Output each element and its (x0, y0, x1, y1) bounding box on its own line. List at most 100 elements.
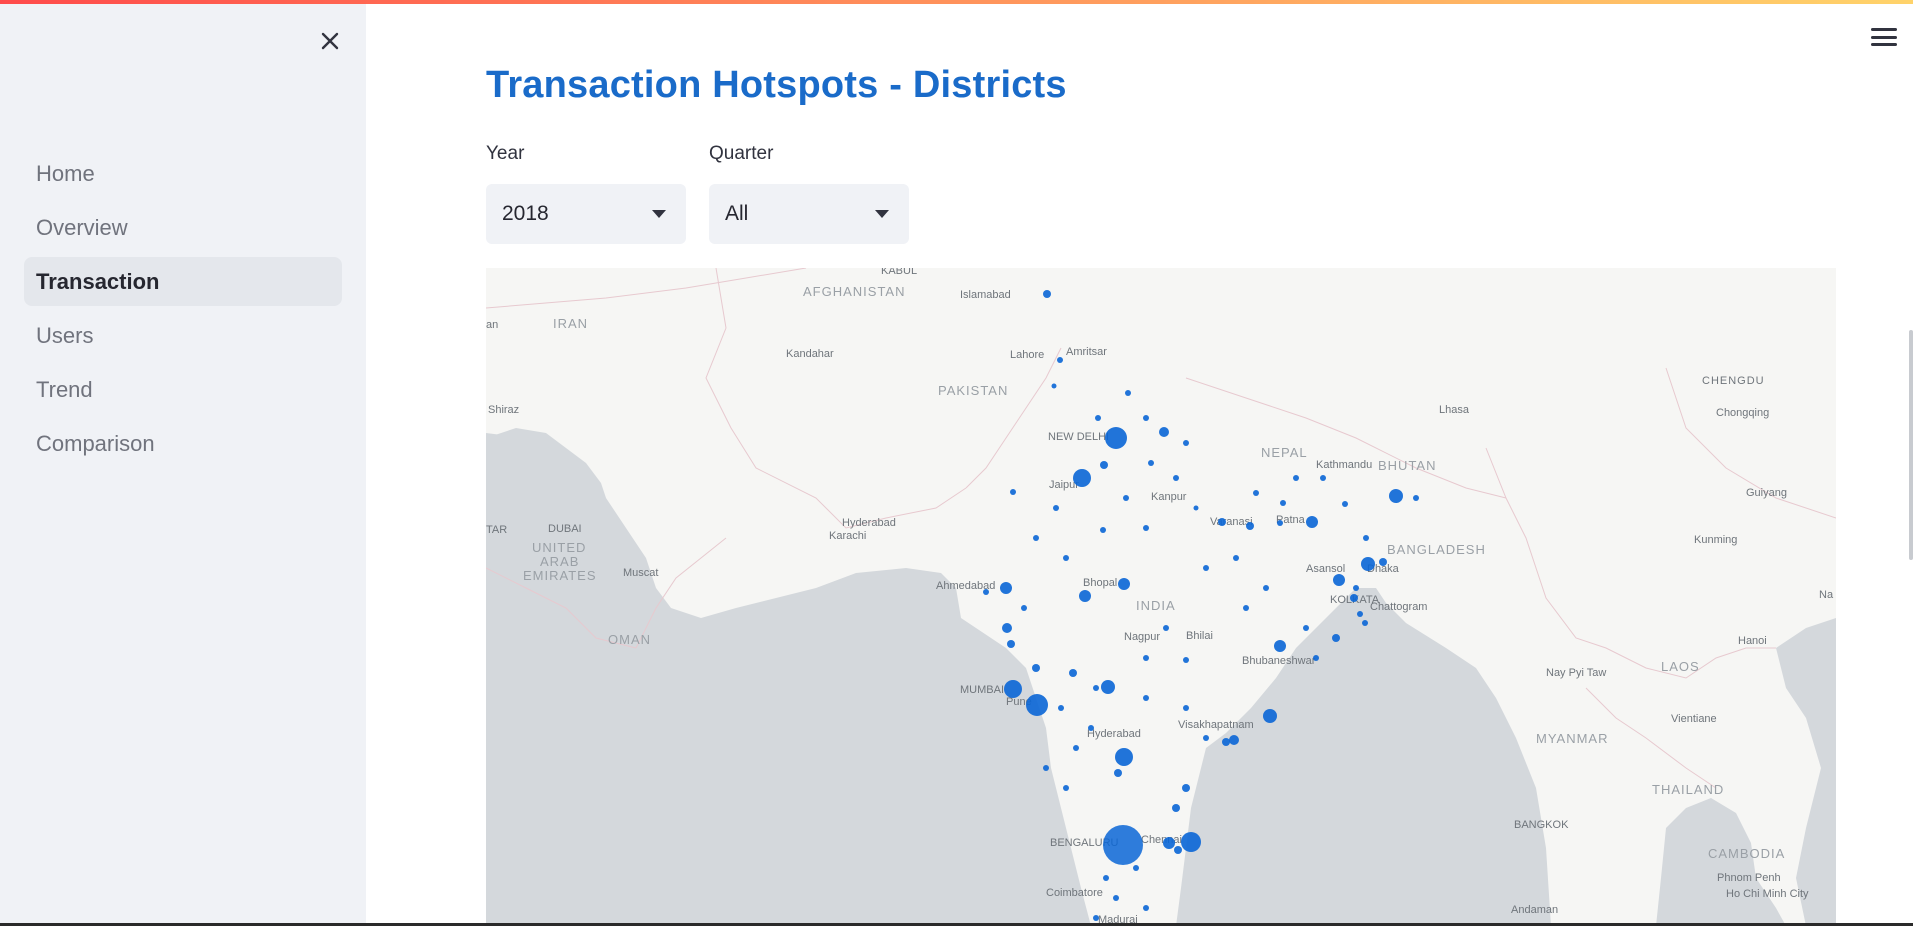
district-marker[interactable] (1100, 527, 1106, 533)
district-marker[interactable] (1143, 415, 1149, 421)
district-marker[interactable] (1063, 555, 1069, 561)
district-marker[interactable] (1183, 440, 1189, 446)
district-marker[interactable] (1051, 383, 1057, 389)
sidebar-item-comparison[interactable]: Comparison (24, 419, 342, 468)
district-marker[interactable] (1222, 738, 1230, 746)
district-marker[interactable] (1357, 611, 1363, 617)
district-marker[interactable] (1246, 522, 1254, 530)
district-marker[interactable] (1243, 605, 1249, 611)
district-marker[interactable] (1105, 427, 1127, 449)
district-marker[interactable] (1263, 585, 1269, 591)
district-marker[interactable] (1143, 655, 1149, 661)
district-marker[interactable] (1004, 680, 1022, 698)
district-marker[interactable] (1095, 415, 1101, 421)
district-marker[interactable] (1088, 725, 1094, 731)
district-marker[interactable] (1361, 557, 1375, 571)
district-marker[interactable] (1163, 625, 1169, 631)
district-marker[interactable] (1183, 657, 1189, 663)
district-marker[interactable] (1233, 555, 1239, 561)
district-marker[interactable] (1148, 460, 1154, 466)
district-marker[interactable] (1058, 705, 1064, 711)
district-marker[interactable] (1101, 680, 1115, 694)
district-marker[interactable] (1143, 905, 1149, 911)
district-marker[interactable] (1332, 634, 1340, 642)
district-marker[interactable] (1306, 516, 1318, 528)
district-marker[interactable] (1277, 520, 1283, 526)
district-marker[interactable] (1079, 590, 1091, 602)
district-marker[interactable] (1125, 390, 1131, 396)
district-marker[interactable] (1133, 865, 1139, 871)
district-marker[interactable] (1293, 475, 1299, 481)
district-marker[interactable] (1362, 620, 1368, 626)
district-marker[interactable] (1114, 769, 1122, 777)
district-marker[interactable] (1183, 705, 1189, 711)
district-marker[interactable] (1320, 475, 1326, 481)
district-marker[interactable] (1143, 695, 1149, 701)
district-marker[interactable] (1073, 745, 1079, 751)
district-marker[interactable] (1182, 784, 1190, 792)
district-marker[interactable] (1057, 357, 1063, 363)
district-marker[interactable] (1333, 574, 1345, 586)
district-marker[interactable] (1063, 785, 1069, 791)
district-marker[interactable] (1342, 501, 1348, 507)
district-marker[interactable] (1159, 427, 1169, 437)
district-marker[interactable] (1218, 518, 1226, 526)
district-marker[interactable] (1143, 525, 1149, 531)
district-marker[interactable] (1229, 735, 1239, 745)
district-marker[interactable] (1379, 558, 1387, 566)
page-scrollbar[interactable] (1909, 330, 1913, 560)
district-marker[interactable] (1032, 664, 1040, 672)
district-marker[interactable] (1103, 875, 1109, 881)
district-marker[interactable] (1073, 469, 1091, 487)
district-marker[interactable] (1274, 640, 1286, 652)
district-markers[interactable] (983, 290, 1419, 921)
quarter-select[interactable]: All (709, 184, 909, 244)
district-marker[interactable] (1193, 505, 1199, 511)
district-marker[interactable] (1021, 605, 1027, 611)
district-marker[interactable] (1353, 585, 1359, 591)
district-marker[interactable] (1043, 765, 1049, 771)
sidebar-item-users[interactable]: Users (24, 311, 342, 360)
district-marker[interactable] (1303, 625, 1309, 631)
district-marker[interactable] (1389, 489, 1403, 503)
district-marker[interactable] (1173, 475, 1179, 481)
main-menu-button[interactable] (1871, 26, 1897, 48)
district-marker[interactable] (1103, 825, 1143, 865)
district-marker[interactable] (1026, 694, 1048, 716)
sidebar-item-trend[interactable]: Trend (24, 365, 342, 414)
district-marker[interactable] (1280, 500, 1286, 506)
sidebar-close-button[interactable] (315, 26, 345, 56)
district-marker[interactable] (1350, 594, 1358, 602)
district-marker[interactable] (1093, 685, 1099, 691)
year-select[interactable]: 2018 (486, 184, 686, 244)
district-marker[interactable] (1010, 489, 1016, 495)
district-marker[interactable] (1172, 804, 1180, 812)
district-marker[interactable] (1113, 895, 1119, 901)
district-marker[interactable] (1033, 535, 1039, 541)
district-marker[interactable] (1263, 709, 1277, 723)
district-marker[interactable] (1123, 495, 1129, 501)
map-canvas[interactable]: AFGHANISTAN IRAN PAKISTAN NEPAL BHUTAN B… (486, 268, 1836, 926)
district-marker[interactable] (1007, 640, 1015, 648)
district-marker[interactable] (1100, 461, 1108, 469)
district-marker[interactable] (1413, 495, 1419, 501)
district-marker[interactable] (1313, 655, 1319, 661)
district-marker[interactable] (1118, 578, 1130, 590)
district-map[interactable]: AFGHANISTAN IRAN PAKISTAN NEPAL BHUTAN B… (486, 268, 1836, 926)
district-marker[interactable] (1363, 535, 1369, 541)
sidebar-item-home[interactable]: Home (24, 149, 342, 198)
district-marker[interactable] (983, 589, 989, 595)
district-marker[interactable] (1203, 565, 1209, 571)
district-marker[interactable] (1053, 505, 1059, 511)
sidebar-item-transaction[interactable]: Transaction (24, 257, 342, 306)
sidebar-item-overview[interactable]: Overview (24, 203, 342, 252)
district-marker[interactable] (1181, 832, 1201, 852)
district-marker[interactable] (1093, 915, 1099, 921)
district-marker[interactable] (1002, 623, 1012, 633)
district-marker[interactable] (1000, 582, 1012, 594)
district-marker[interactable] (1174, 846, 1182, 854)
district-marker[interactable] (1069, 669, 1077, 677)
district-marker[interactable] (1203, 735, 1209, 741)
district-marker[interactable] (1115, 748, 1133, 766)
district-marker[interactable] (1253, 490, 1259, 496)
